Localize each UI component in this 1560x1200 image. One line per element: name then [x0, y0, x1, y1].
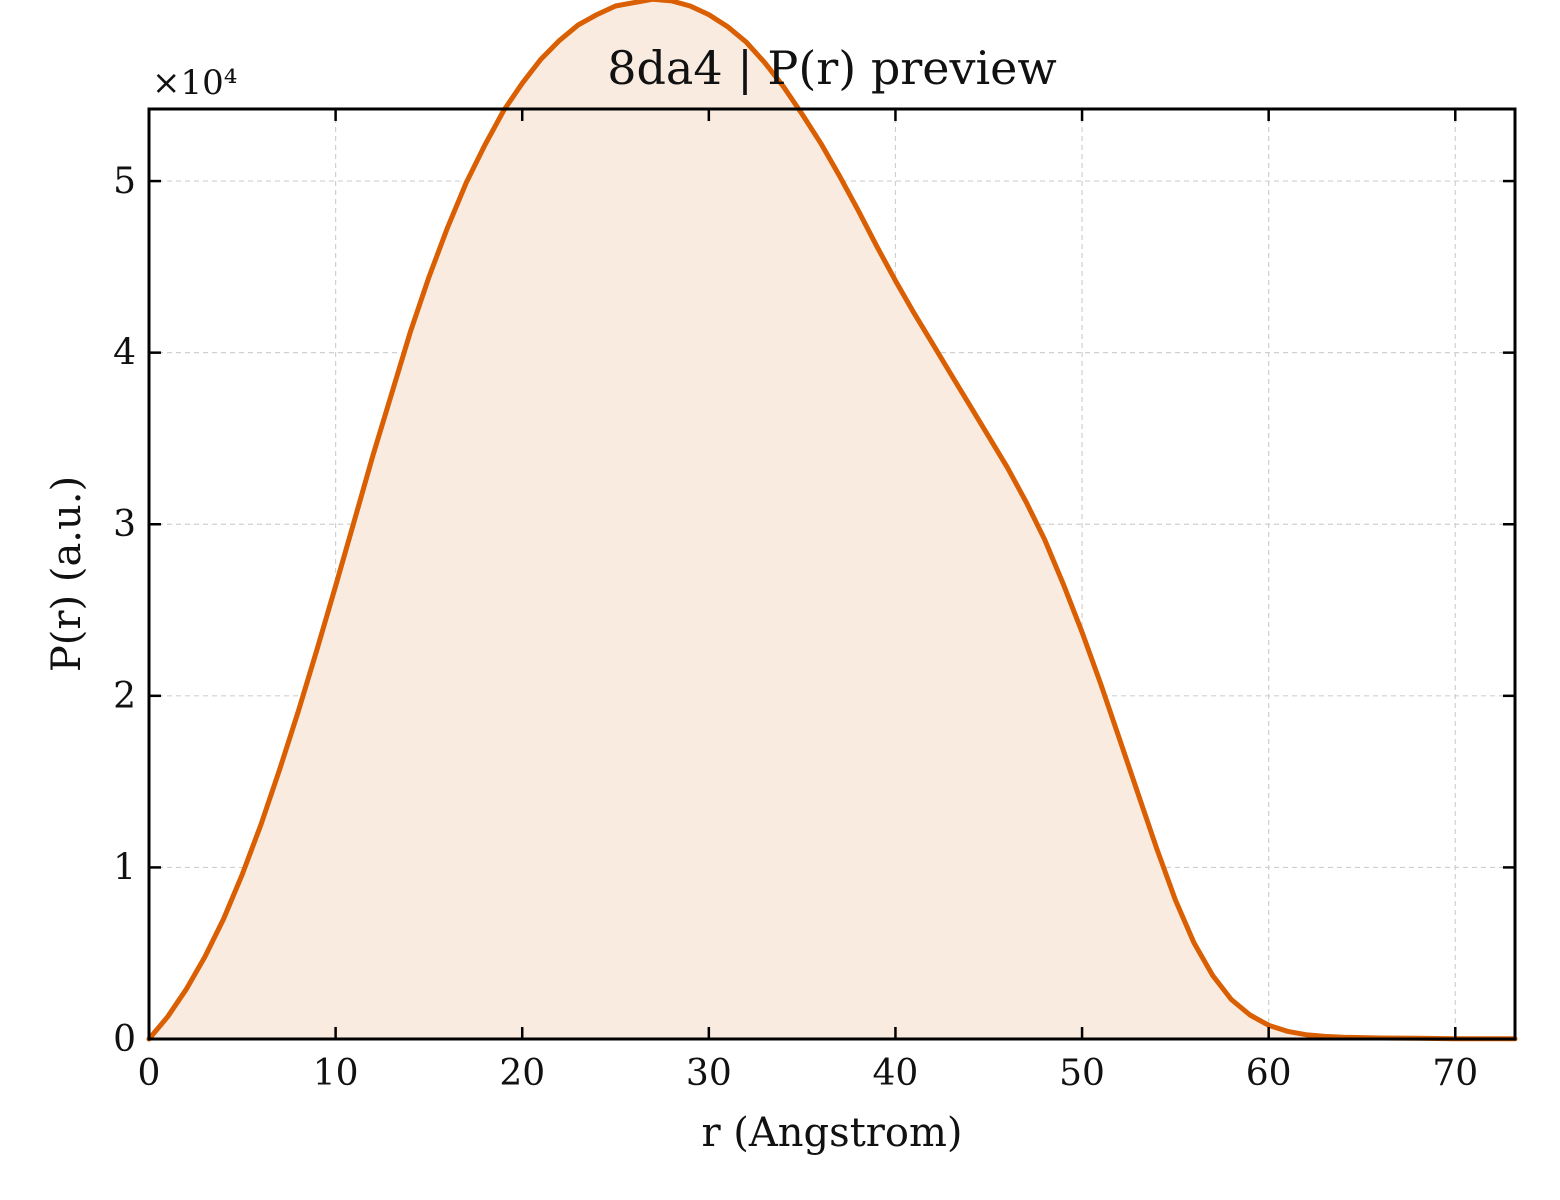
- y-axis-label: P(r) (a.u.): [44, 476, 90, 672]
- y-multiplier-label: ×10⁴: [152, 63, 237, 103]
- y-tick-label: 5: [113, 161, 136, 202]
- x-tick-label: 20: [499, 1053, 545, 1094]
- plot-frame: [147, 107, 1517, 1041]
- y-tick-label: 4: [113, 333, 136, 374]
- y-tick-label: 3: [113, 504, 136, 545]
- chart-title: 8da4 | P(r) preview: [607, 41, 1057, 95]
- y-tick-label: 2: [113, 676, 136, 717]
- x-tick-label: 30: [686, 1053, 732, 1094]
- y-tick-label: 1: [113, 847, 136, 888]
- x-tick-label: 0: [138, 1053, 161, 1094]
- x-tick-label: 10: [313, 1053, 359, 1094]
- series-area-fill: [149, 0, 1515, 1039]
- x-tick-label: 60: [1246, 1053, 1292, 1094]
- y-tick-label: 0: [113, 1019, 136, 1060]
- series-line: [146, 0, 1518, 1042]
- x-tick-label: 70: [1432, 1053, 1478, 1094]
- axis-ticks: 0 10 20 30 40 50 60 70 0 1 2 3 4 5: [113, 109, 1515, 1094]
- x-tick-label: 40: [873, 1053, 919, 1094]
- x-axis-label: r (Angstrom): [701, 1110, 962, 1156]
- x-tick-label: 50: [1059, 1053, 1105, 1094]
